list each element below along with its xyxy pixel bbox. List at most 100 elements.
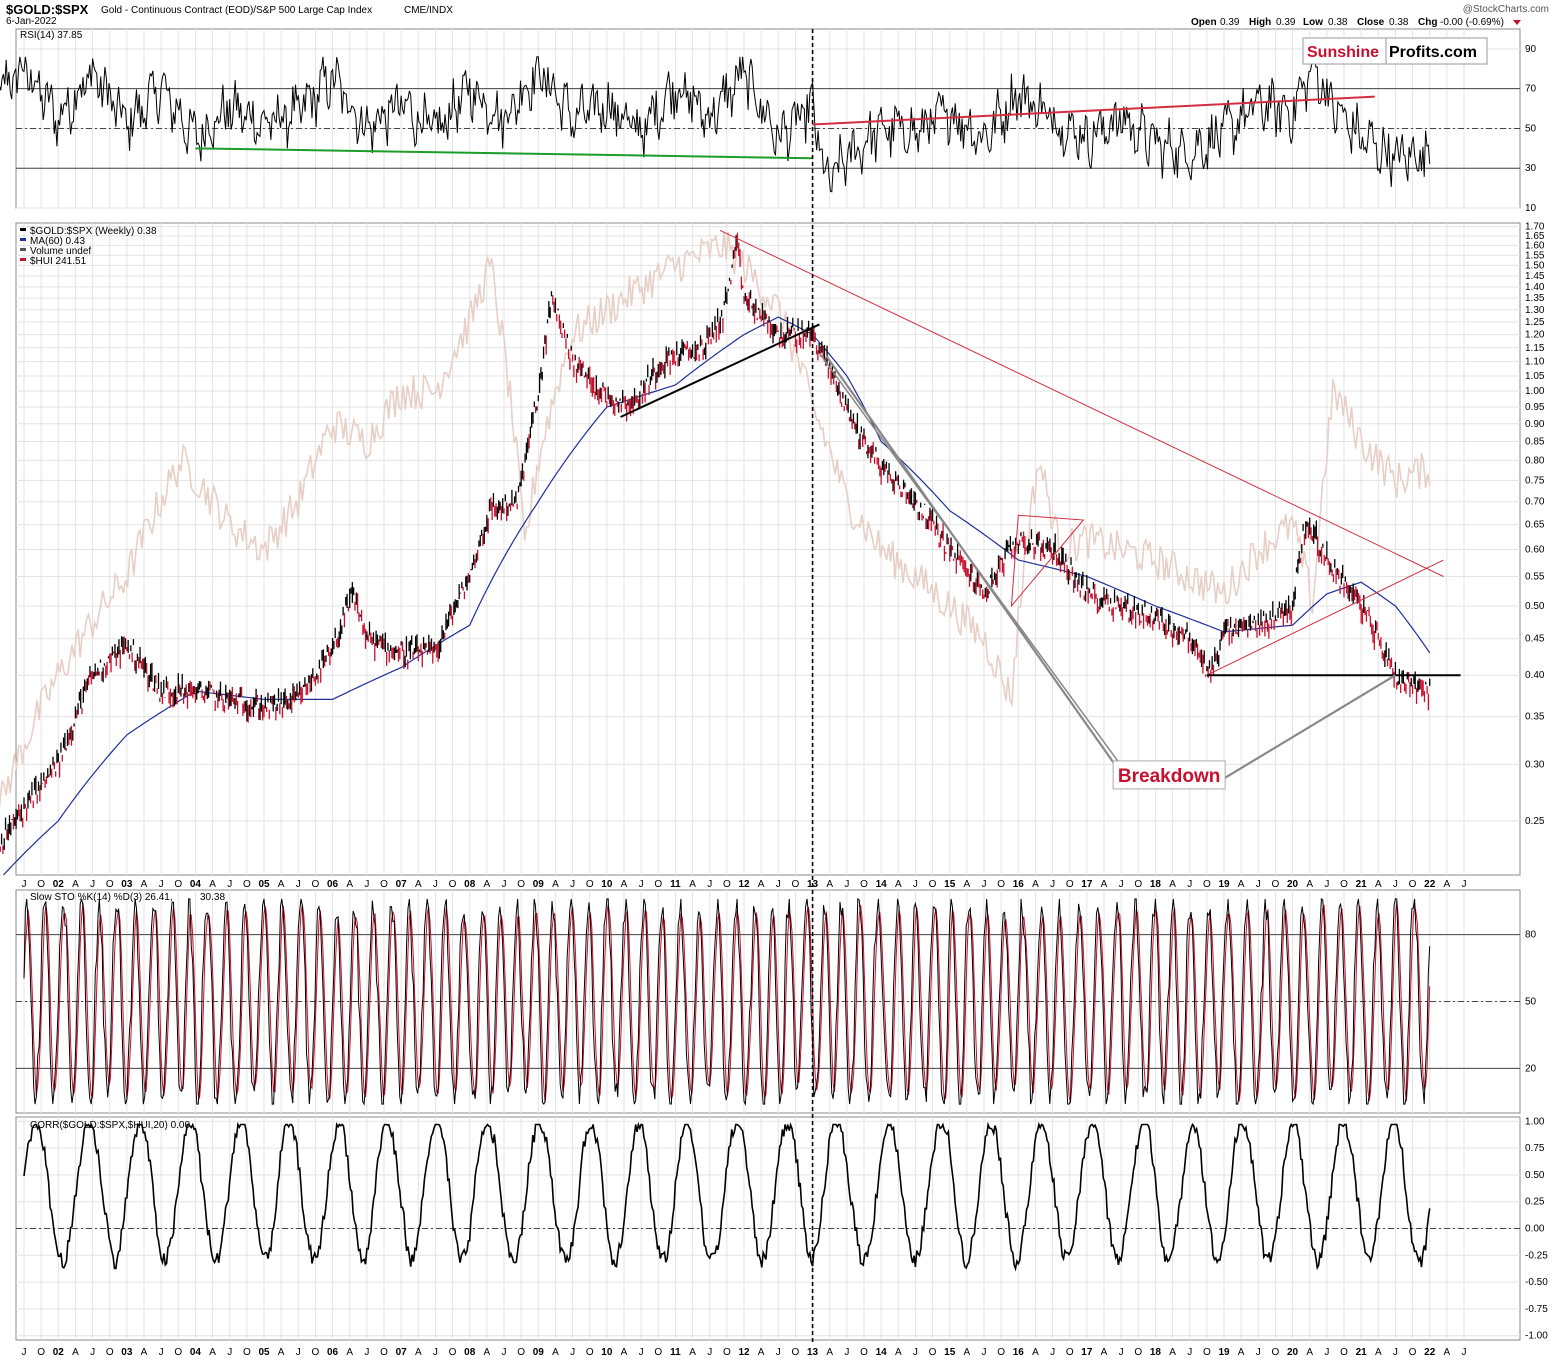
x-axis-label: 14 — [876, 879, 888, 890]
low-label: Low — [1303, 17, 1323, 28]
price-y-tick: 0.25 — [1525, 816, 1545, 827]
x-axis-label: J — [1462, 1347, 1467, 1358]
rsi-y-tick: 70 — [1525, 84, 1537, 95]
x-axis-label: 13 — [807, 1347, 819, 1358]
breakdown-pointer-left — [825, 355, 1117, 766]
x-axis-label: J — [296, 1347, 301, 1358]
x-axis-label: 09 — [533, 1347, 545, 1358]
x-axis-label: 05 — [258, 879, 270, 890]
x-axis-label: O — [1272, 1347, 1280, 1358]
x-axis-label: A — [484, 1347, 491, 1358]
price-y-tick: 1.70 — [1525, 222, 1545, 233]
price-y-tick: 1.55 — [1525, 250, 1545, 261]
x-axis-label: O — [243, 879, 251, 890]
x-axis-label: O — [792, 879, 800, 890]
price-y-tick: 0.50 — [1525, 601, 1545, 612]
x-axis-label: O — [723, 1347, 731, 1358]
chart-date: 6-Jan-2022 — [6, 16, 57, 27]
x-axis-label: O — [929, 879, 937, 890]
x-axis-label: J — [22, 1347, 27, 1358]
x-axis-label: 16 — [1013, 879, 1025, 890]
price-y-tick: 1.30 — [1525, 305, 1545, 316]
x-axis-label: J — [1393, 1347, 1398, 1358]
x-axis-label: O — [654, 1347, 662, 1358]
x-axis-label: J — [159, 879, 164, 890]
correlation-y-tick: 0.00 — [1525, 1224, 1545, 1235]
x-axis-label: J — [1393, 879, 1398, 890]
x-axis-label: 06 — [327, 879, 339, 890]
x-axis-label: O — [1409, 1347, 1417, 1358]
x-axis-label: 02 — [53, 879, 65, 890]
price-legend-entry: Volume undef — [30, 246, 91, 257]
stochastic-d-line — [23, 901, 1431, 1104]
x-axis-label: 07 — [396, 1347, 408, 1358]
x-axis-label: J — [844, 1347, 849, 1358]
copyright: @StockCharts.com — [1463, 4, 1549, 15]
x-axis-label: A — [141, 879, 148, 890]
x-axis-label: 22 — [1424, 1347, 1436, 1358]
x-axis-label: J — [1187, 879, 1192, 890]
x-axis-label: O — [174, 1347, 182, 1358]
x-axis-label: A — [758, 879, 765, 890]
price-y-tick: 0.30 — [1525, 759, 1545, 770]
x-axis-label: O — [449, 879, 457, 890]
x-axis-label: 15 — [944, 879, 956, 890]
x-axis-label: 10 — [601, 1347, 613, 1358]
rsi-y-tick: 30 — [1525, 163, 1537, 174]
x-axis-label: J — [1324, 1347, 1329, 1358]
price-y-tick: 1.40 — [1525, 282, 1545, 293]
x-axis-label: 14 — [876, 1347, 888, 1358]
x-axis-label: A — [552, 879, 559, 890]
high-label: High — [1249, 17, 1271, 28]
low-value: 0.38 — [1328, 17, 1348, 28]
chg-label: Chg — [1418, 17, 1437, 28]
correlation-y-tick: 1.00 — [1525, 1116, 1545, 1127]
x-axis-label: J — [707, 1347, 712, 1358]
price-y-tick: 0.70 — [1525, 497, 1545, 508]
rsi-y-tick: 10 — [1525, 203, 1537, 214]
x-axis-label: 12 — [738, 879, 750, 890]
x-axis-label: O — [1272, 879, 1280, 890]
x-axis-label: 08 — [464, 879, 476, 890]
x-axis-label: J — [982, 1347, 987, 1358]
x-axis-label: A — [72, 1347, 79, 1358]
x-axis-label: O — [106, 1347, 114, 1358]
x-axis-label: 06 — [327, 1347, 339, 1358]
price-y-tick: 1.45 — [1525, 271, 1545, 282]
x-axis-label: 17 — [1081, 879, 1093, 890]
x-axis-label: O — [860, 879, 868, 890]
logo: Sunshine Profits.com — [1302, 37, 1488, 65]
price-trendline-1 — [719, 229, 1444, 577]
x-axis-label: O — [1134, 879, 1142, 890]
x-axis-label: A — [415, 879, 422, 890]
x-axis-label: J — [570, 1347, 575, 1358]
price-y-tick: 1.25 — [1525, 317, 1545, 328]
x-axis-label: A — [1238, 1347, 1245, 1358]
x-axis-label: A — [346, 1347, 353, 1358]
x-axis-label: A — [209, 1347, 216, 1358]
correlation-y-tick: -0.50 — [1525, 1277, 1548, 1288]
high-value: 0.39 — [1276, 17, 1296, 28]
x-axis-label: 19 — [1218, 879, 1230, 890]
correlation-y-tick: 0.50 — [1525, 1170, 1545, 1181]
x-axis-label: J — [22, 879, 27, 890]
x-axis-label: 08 — [464, 1347, 476, 1358]
x-axis-label: O — [792, 1347, 800, 1358]
description: Gold - Continuous Contract (EOD)/S&P 500… — [101, 5, 372, 16]
x-axis-label: 11 — [670, 879, 681, 890]
quote-readout: Open 0.39 High 0.39 Low 0.38 Close 0.38 … — [1191, 17, 1504, 28]
price-legend-swatch — [20, 238, 26, 241]
x-axis-label: O — [517, 879, 525, 890]
price-y-tick: 1.60 — [1525, 240, 1545, 251]
x-axis-label: O — [1340, 1347, 1348, 1358]
x-axis-label: A — [1101, 879, 1108, 890]
down-arrow-icon — [1513, 20, 1521, 25]
price-y-tick: 1.05 — [1525, 371, 1545, 382]
x-axis-label: J — [570, 879, 575, 890]
x-axis-label: J — [707, 879, 712, 890]
x-axis-label: A — [1375, 879, 1382, 890]
x-axis-label: A — [1306, 1347, 1313, 1358]
exchange: CME/INDX — [404, 5, 453, 16]
x-axis-label: J — [433, 879, 438, 890]
x-axis-label: 05 — [258, 1347, 270, 1358]
